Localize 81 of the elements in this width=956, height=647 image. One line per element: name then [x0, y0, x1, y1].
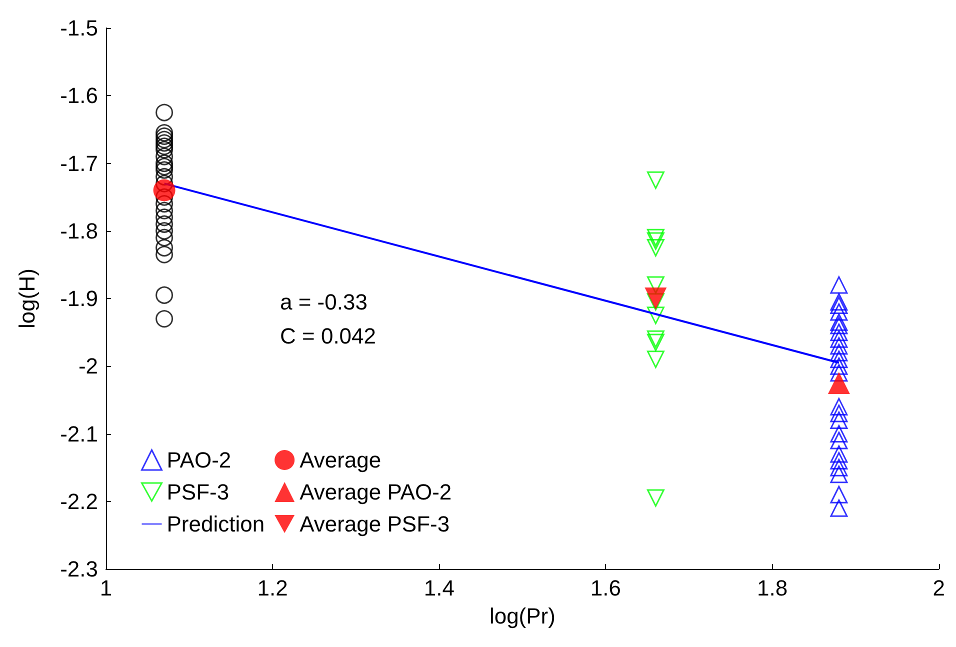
- point: [830, 364, 848, 382]
- legend-label: PAO-2: [166, 448, 232, 472]
- point: [830, 276, 848, 294]
- y-tick-label: -2.3: [60, 556, 98, 582]
- point: [156, 215, 174, 233]
- point: [156, 208, 174, 226]
- y-tick-label: -2.2: [60, 488, 98, 514]
- point: [830, 313, 848, 331]
- point: [156, 228, 174, 246]
- point: [830, 466, 848, 484]
- point: [646, 228, 664, 246]
- y-tick-label: -1.8: [60, 218, 98, 244]
- point: [830, 425, 848, 442]
- legend-label: Average: [300, 448, 382, 472]
- point: [830, 432, 848, 450]
- point: [646, 232, 664, 250]
- point: [830, 303, 848, 321]
- x-tick-label: 1.6: [590, 576, 622, 600]
- point: [156, 134, 174, 152]
- point: [646, 171, 664, 189]
- annotation: a = -0.33: [280, 290, 368, 314]
- point: [830, 350, 848, 368]
- point: [156, 124, 174, 142]
- y-tick-label: -1.7: [60, 150, 98, 176]
- point: [830, 330, 848, 348]
- point: [156, 161, 174, 179]
- x-axis-title: log(Pr): [489, 604, 556, 628]
- point: [830, 452, 848, 470]
- x-tick-label: 1: [100, 576, 112, 600]
- point: [156, 158, 174, 176]
- point: [156, 140, 174, 158]
- point: [830, 316, 848, 334]
- point: [644, 288, 667, 310]
- point: [830, 445, 848, 463]
- point: [156, 246, 174, 264]
- point: [156, 127, 174, 145]
- y-tick-label: -1.9: [60, 286, 98, 311]
- point: [156, 286, 174, 304]
- y-tick-label: -2.1: [60, 421, 98, 446]
- legend-label: Average PAO-2: [300, 480, 452, 504]
- y-axis-title: log(H): [14, 268, 40, 328]
- point: [156, 239, 174, 257]
- legend-label: PSF-3: [166, 480, 230, 504]
- point: [646, 350, 664, 368]
- legend-label: Average PSF-3: [300, 512, 450, 536]
- y-tick-label: -2: [78, 354, 98, 379]
- point: [830, 337, 848, 355]
- point: [646, 330, 664, 348]
- point: [646, 334, 664, 352]
- y-tick-label: -1.5: [60, 16, 98, 40]
- point: [830, 357, 848, 375]
- point: [156, 222, 174, 240]
- point: [156, 154, 174, 172]
- point: [646, 306, 664, 324]
- point: [830, 293, 848, 311]
- point: [156, 148, 174, 166]
- point: [646, 489, 664, 507]
- point: [830, 398, 848, 416]
- annotation: C = 0.042: [280, 324, 376, 348]
- x-tick-label: 1.4: [424, 576, 454, 600]
- point: [156, 310, 174, 328]
- point: [646, 239, 664, 257]
- point: [153, 179, 176, 202]
- point: [830, 499, 848, 517]
- point: [830, 486, 848, 504]
- point: [830, 296, 848, 314]
- point: [828, 372, 850, 394]
- legend-label: Prediction: [166, 512, 265, 536]
- x-tick-label: 2: [932, 576, 946, 600]
- x-tick-label: 1.8: [757, 576, 788, 600]
- point: [830, 404, 848, 422]
- point: [830, 344, 848, 362]
- point: [156, 104, 174, 122]
- point: [156, 138, 174, 156]
- point: [156, 202, 174, 220]
- x-tick-label: 1.2: [257, 576, 288, 600]
- point: [830, 458, 848, 476]
- point: [830, 411, 848, 429]
- y-tick-label: -1.6: [60, 83, 98, 108]
- point: [830, 324, 848, 342]
- point: [156, 130, 174, 148]
